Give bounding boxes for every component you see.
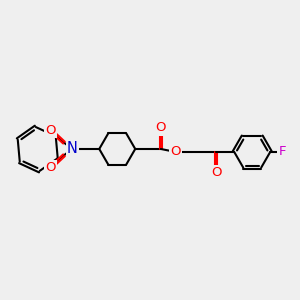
Text: N: N xyxy=(67,142,78,157)
Text: O: O xyxy=(45,161,56,174)
Text: O: O xyxy=(45,124,56,136)
Text: O: O xyxy=(211,167,221,179)
Text: F: F xyxy=(278,146,286,158)
Text: O: O xyxy=(155,122,166,134)
Text: O: O xyxy=(170,146,181,158)
